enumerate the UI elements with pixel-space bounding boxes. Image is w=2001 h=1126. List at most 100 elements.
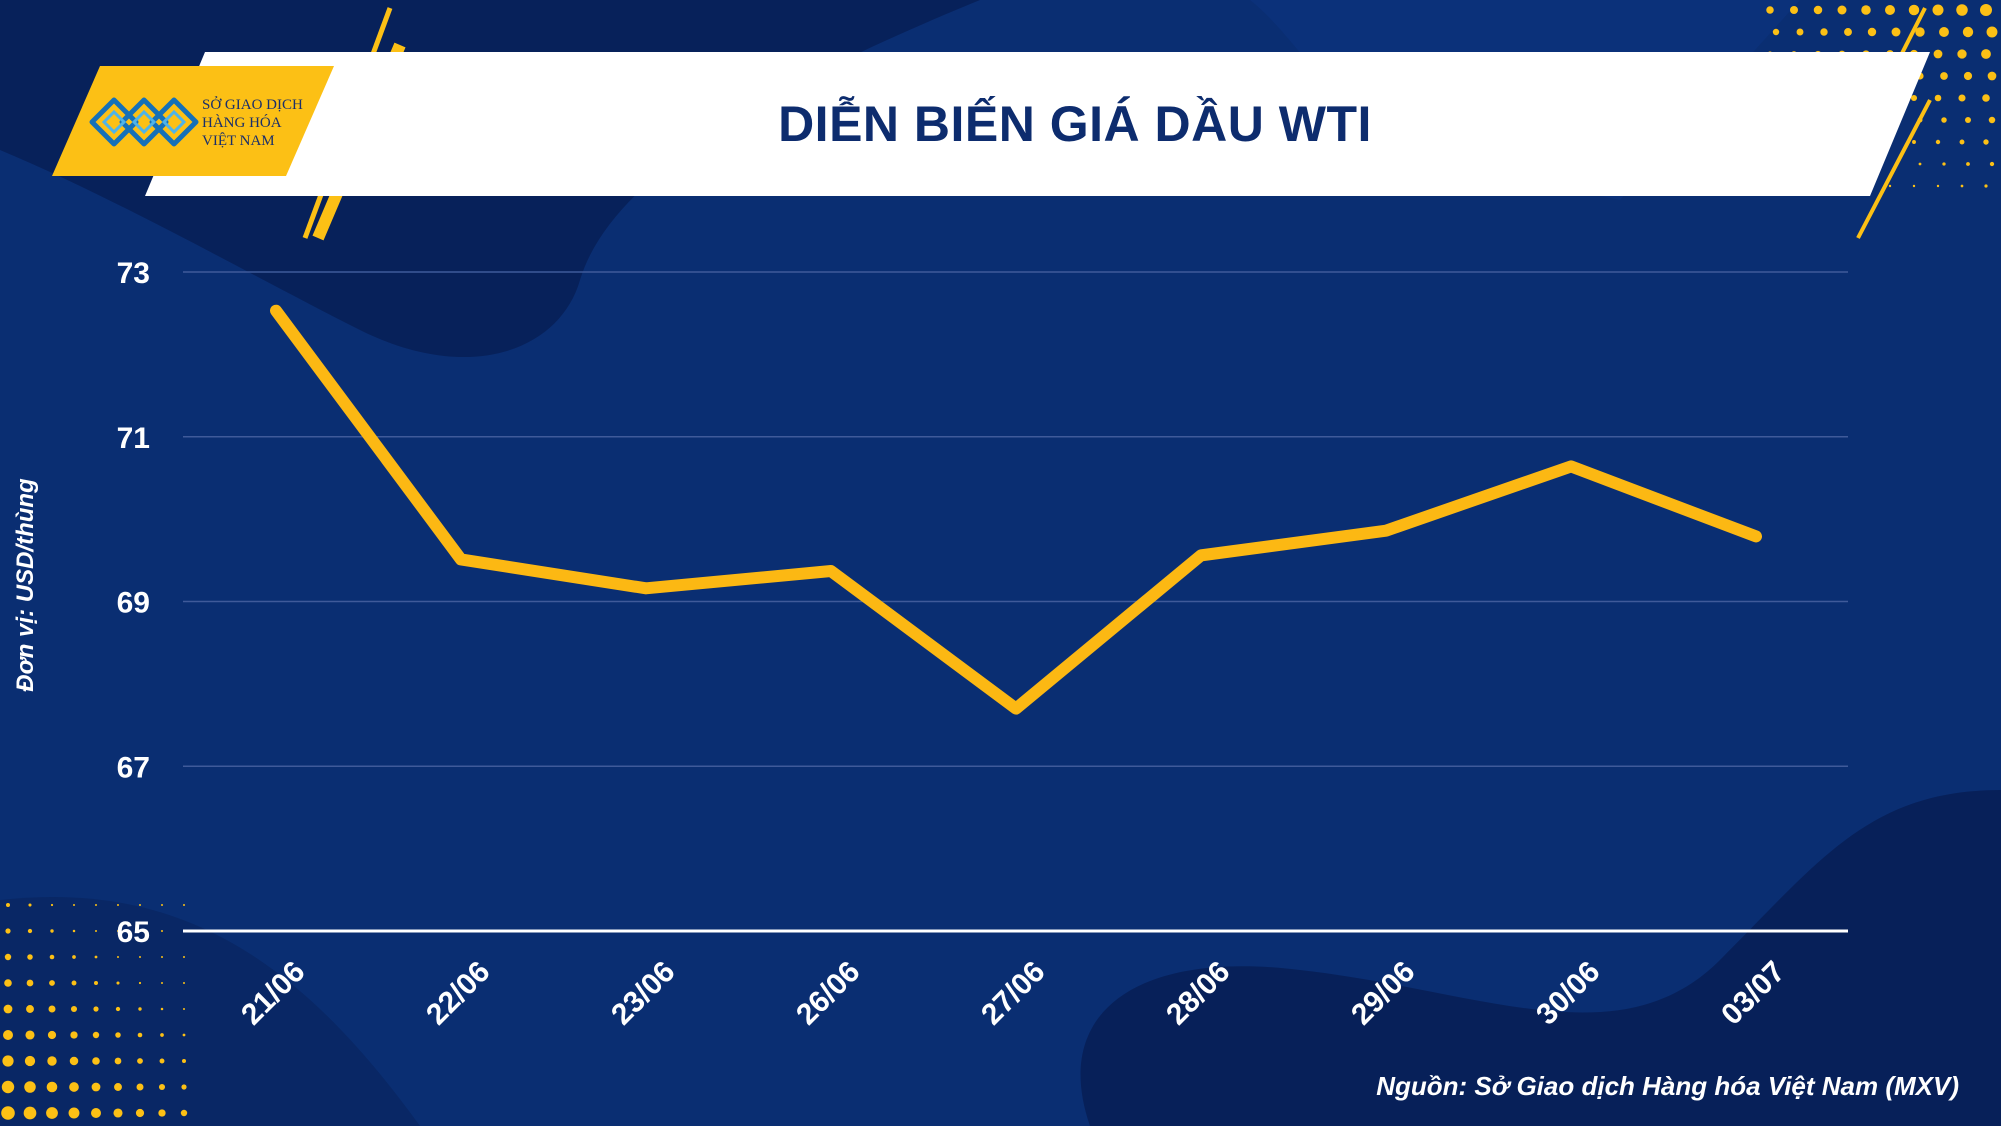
decor-dot	[6, 903, 10, 907]
logo-text: SỞ GIAO DỊCH HÀNG HÓA VIỆT NAM	[202, 96, 332, 150]
decor-dot	[181, 1084, 187, 1090]
decor-dot	[70, 1031, 78, 1039]
y-tick-label: 65	[117, 916, 150, 949]
decor-dot	[183, 982, 185, 984]
decor-dot	[4, 953, 12, 961]
decor-dot	[137, 1058, 143, 1064]
decor-dot	[1956, 4, 1968, 16]
decor-dot	[46, 1107, 58, 1119]
x-tick-label: 23/06	[605, 955, 681, 1031]
decor-dot	[71, 980, 77, 986]
decor-dot	[3, 1004, 13, 1014]
bg-wave-bottom-left	[0, 896, 420, 1126]
decor-dot	[137, 1032, 143, 1038]
decor-dot	[25, 1030, 35, 1040]
decor-dot	[23, 1106, 37, 1120]
decor-dot	[1942, 162, 1946, 166]
decor-dot	[69, 1082, 79, 1092]
x-tick-label: 22/06	[420, 955, 496, 1031]
decor-dot	[1958, 94, 1966, 102]
decor-dot	[1941, 117, 1947, 123]
y-tick-label: 73	[117, 257, 150, 290]
decor-dot	[50, 903, 54, 907]
logo-line: VIỆT NAM	[202, 133, 275, 149]
x-tick-label: 30/06	[1530, 955, 1606, 1031]
logo-mark-icon	[52, 66, 334, 176]
decor-dot	[1908, 4, 1920, 16]
bg-wave-bottom	[1080, 790, 2001, 1126]
decor-dot	[1935, 139, 1941, 145]
decor-dot	[116, 981, 120, 985]
x-tick-label: 03/07	[1715, 955, 1791, 1031]
decor-dot	[27, 928, 33, 934]
decor-dot	[95, 930, 97, 932]
decor-dot	[1980, 4, 1992, 16]
decor-dot	[92, 1057, 100, 1065]
dot-pattern-top-right	[1766, 4, 1998, 188]
decor-dot	[1933, 49, 1943, 59]
y-tick-label: 69	[117, 587, 150, 620]
chart-title: DIỄN BIẾN GIÁ DẦU WTI	[778, 96, 1372, 152]
decor-dot	[1962, 26, 1974, 38]
decor-dot	[1989, 161, 1995, 167]
decor-dot	[161, 930, 163, 932]
decor-dot	[91, 1082, 101, 1092]
decor-dot	[69, 1056, 79, 1066]
title-banner	[145, 52, 1930, 196]
decor-dot	[49, 980, 55, 986]
decor-dot	[1966, 162, 1970, 166]
decor-dot	[1984, 184, 1988, 188]
decor-dot	[1940, 72, 1948, 80]
decor-dot	[26, 979, 34, 987]
decor-dot	[117, 956, 119, 958]
decor-dot	[1837, 5, 1847, 15]
decor-dot	[1983, 139, 1989, 145]
decor-dot	[183, 956, 185, 958]
decor-dot	[1939, 27, 1949, 37]
decor-dot	[94, 955, 98, 959]
decor-dot	[93, 1006, 99, 1012]
decor-dot	[159, 1058, 165, 1064]
decor-dot	[182, 1059, 186, 1063]
decor-dot	[180, 1109, 188, 1117]
decor-dot	[1867, 27, 1877, 37]
decor-dot	[72, 929, 76, 933]
decor-dot	[1981, 49, 1991, 59]
decor-dot	[161, 904, 163, 906]
decor-dot	[1, 1080, 15, 1094]
decor-dot	[161, 982, 163, 984]
decor-dot	[91, 1108, 101, 1118]
decor-dot	[70, 1005, 78, 1013]
decor-dot	[1861, 5, 1871, 15]
decor-dot	[160, 1007, 164, 1011]
decor-dot	[115, 1032, 121, 1038]
decor-dot	[72, 955, 76, 959]
decor-dot	[49, 954, 55, 960]
decor-dot	[1891, 27, 1901, 37]
accent-stripe	[1856, 99, 1932, 239]
decor-dot	[5, 928, 11, 934]
decor-dot	[1820, 28, 1828, 36]
decor-dot	[161, 956, 163, 958]
decor-dot	[2, 1055, 14, 1067]
decor-dot	[1988, 116, 1996, 124]
decor-dot	[139, 930, 141, 932]
decor-dot	[1772, 28, 1780, 36]
decor-dot	[183, 1008, 185, 1010]
decor-dot	[158, 1083, 166, 1091]
decor-dot	[1982, 94, 1990, 102]
decor-dot	[46, 1081, 58, 1093]
decor-dot	[47, 1056, 57, 1066]
decor-dot	[1796, 28, 1804, 36]
decor-dot	[1, 1106, 15, 1120]
x-tick-label: 28/06	[1160, 955, 1236, 1031]
decor-dot	[3, 1030, 13, 1040]
decor-dot	[1888, 184, 1892, 188]
decor-dot	[28, 903, 32, 907]
y-tick-label: 67	[117, 751, 150, 784]
decor-dot	[139, 904, 141, 906]
decor-dot	[117, 904, 119, 906]
source-note: Nguồn: Sở Giao dịch Hàng hóa Việt Nam (M…	[1376, 1071, 1959, 1101]
series-line	[270, 304, 1762, 715]
